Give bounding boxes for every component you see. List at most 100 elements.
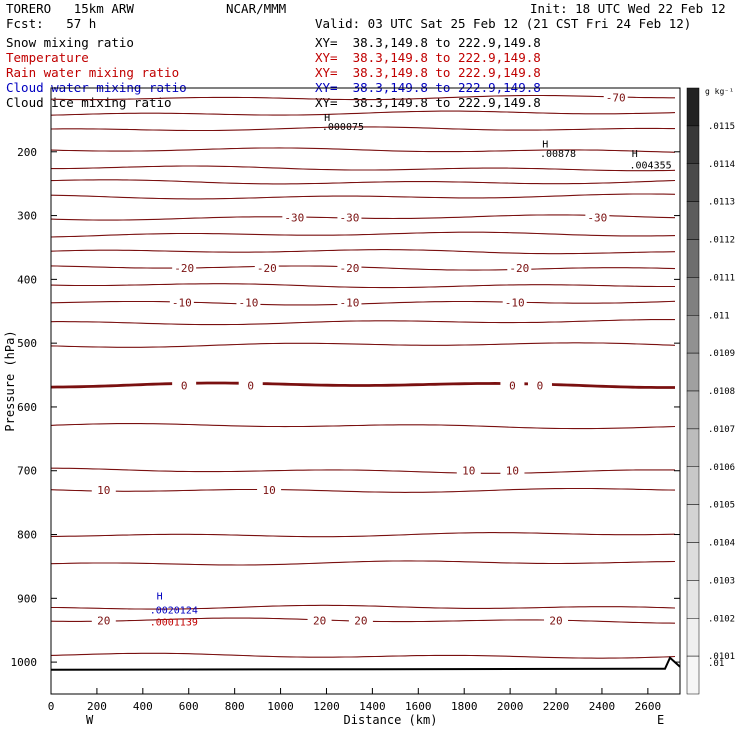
field-rain-label: Rain water mixing ratio (6, 65, 180, 80)
isotherm-line (50, 126, 675, 132)
colorbar-swatch (686, 125, 700, 164)
colorbar-label: .0109 (708, 349, 735, 359)
isotherm-label-bg (507, 260, 532, 274)
isotherm-line (50, 110, 676, 116)
isotherm-label: -10 (505, 296, 525, 309)
isotherm-label: 0 (181, 379, 188, 392)
colorbar-swatch (686, 655, 700, 695)
isotherm-label: 0 (537, 379, 544, 392)
isotherm-label: 20 (549, 615, 562, 628)
colorbar-label: .011 (708, 311, 730, 321)
y-tick-label: 900 (17, 592, 37, 605)
colorbar-label: .0111 (708, 273, 735, 283)
max-annotation: H (324, 113, 330, 124)
colorbar-swatch (686, 580, 700, 619)
field-snow-label: Snow mixing ratio (6, 35, 134, 50)
isotherm-label: -70 (606, 92, 626, 105)
colorbar-label: .0102 (708, 614, 735, 624)
isotherm-label-bg (337, 260, 362, 274)
isotherm-label: 10 (97, 484, 110, 497)
colorbar-swatch (686, 466, 700, 505)
isotherm-line (50, 231, 676, 238)
isotherm-line (50, 381, 675, 389)
colorbar-swatch (686, 352, 700, 392)
isotherm-line (50, 487, 676, 493)
isotherm-label-bg (257, 482, 282, 496)
isotherm-line (50, 94, 675, 101)
isotherm-label-bg (456, 463, 481, 477)
y-tick-label: 1000 (11, 656, 38, 669)
isotherm-label: -30 (339, 211, 359, 224)
isotherm-label-bg (91, 613, 116, 627)
max-annotation: .0020124 (150, 606, 198, 617)
x-tick-label: 1000 (267, 700, 294, 713)
x-tick-label: 1400 (359, 700, 386, 713)
isotherm-label: 10 (506, 465, 519, 478)
isotherm-line (50, 300, 676, 306)
colorbar-swatch (686, 315, 700, 354)
isotherm-label: -20 (174, 262, 194, 275)
colorbar-label: .0105 (708, 501, 735, 511)
colorbar-swatch (686, 390, 700, 430)
x-tick-label: 0 (48, 700, 55, 713)
x-tick-label: 2000 (497, 700, 524, 713)
isotherm-label-bg (169, 295, 194, 309)
y-tick-label: 300 (17, 210, 37, 223)
x-tick-label: 800 (225, 700, 245, 713)
x-tick-label: 1600 (405, 700, 432, 713)
x-axis-label: Distance (km) (344, 713, 438, 727)
isotherm-label-bg (337, 295, 362, 309)
isotherm-line (51, 604, 676, 610)
isotherm-label-bg (502, 295, 527, 309)
field-temperature-xy: XY= 38.3,149.8 to 222.9,149.8 (315, 50, 541, 65)
isotherm-label-bg (238, 378, 263, 392)
isotherm-label-bg (236, 295, 261, 309)
field-rain-xy: XY= 38.3,149.8 to 222.9,149.8 (315, 65, 541, 80)
colorbar: .0115 .0114 .0113 .0112 .0111 .011 .0109 .0108.… (686, 87, 735, 695)
colorbar-swatch (686, 277, 700, 316)
isotherm-label: -10 (172, 296, 192, 309)
isotherm-label-bg (172, 260, 197, 274)
colorbar-label: .0104 (708, 539, 735, 549)
colorbar-label: .0115 (708, 122, 735, 132)
colorbar-label: .0101 (708, 652, 735, 662)
isotherm-line (50, 179, 676, 185)
max-annotation: .00878 (540, 149, 576, 160)
isotherm-label: 20 (354, 615, 367, 628)
init-time: Init: 18 UTC Wed 22 Feb 12 (530, 1, 726, 16)
valid-time: Valid: 03 UTC Sat 25 Feb 12 (21 CST Fri … (315, 16, 692, 31)
y-tick-label: 600 (17, 401, 37, 414)
isotherm-line (50, 342, 676, 348)
isotherm-label: -30 (284, 211, 304, 224)
x-tick-label: 2600 (635, 700, 662, 713)
isotherm-label-bg (307, 613, 332, 627)
isotherm-line (50, 265, 676, 271)
isotherm-label: -20 (509, 262, 529, 275)
isotherm-label-bg (544, 613, 569, 627)
isotherm-label: 0 (509, 379, 516, 392)
isotherm-label-bg (91, 482, 116, 496)
isotherm-line (50, 423, 676, 430)
isotherm-label-bg (527, 378, 552, 392)
y-tick-label: 700 (17, 465, 37, 478)
isotherm-label: 10 (262, 484, 275, 497)
x-tick-label: 200 (87, 700, 107, 713)
isotherm-label-bg (500, 378, 525, 392)
colorbar-swatch (686, 201, 700, 240)
isotherm-label: -10 (238, 296, 258, 309)
terrain-line (50, 656, 681, 671)
colorbar-swatch (686, 163, 700, 202)
isotherm-label-bg (254, 260, 279, 274)
field-temperature-label: Temperature (6, 50, 89, 65)
colorbar-swatch (686, 618, 700, 657)
field-snow-xy: XY= 38.3,149.8 to 222.9,149.8 (315, 35, 541, 50)
max-annotation: .0001139 (150, 618, 198, 629)
east-label: E (657, 713, 664, 727)
isotherm-label-bg (337, 210, 362, 224)
colorbar-label: .0114 (708, 160, 735, 170)
x-tick-label: 1800 (451, 700, 478, 713)
max-annotation: .000075 (322, 122, 364, 133)
